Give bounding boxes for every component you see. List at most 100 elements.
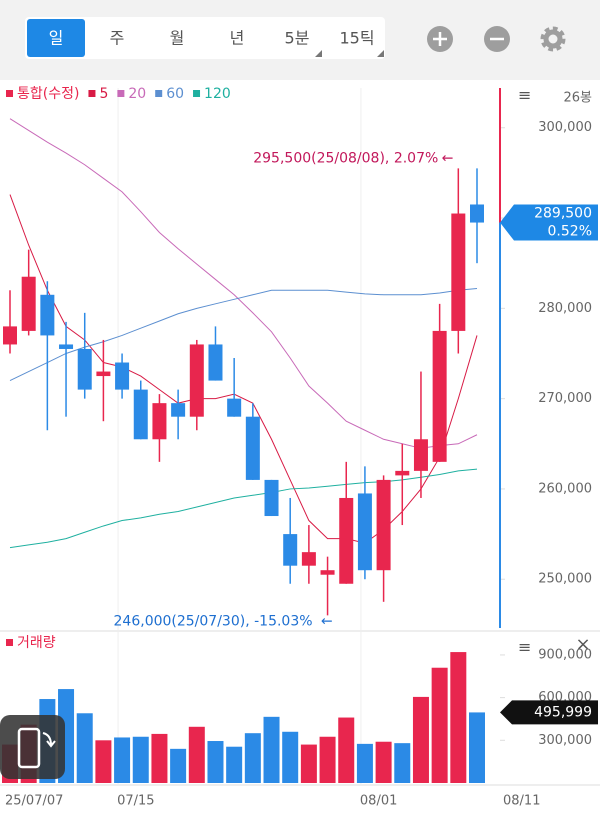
tab[interactable]: 5분 <box>285 29 310 48</box>
volume-bar <box>132 736 149 783</box>
last-change: 0.52% <box>548 224 592 240</box>
close-icon[interactable]: × <box>575 634 590 655</box>
candle-body <box>320 570 335 575</box>
x-tick-label: 25/07/07 <box>5 794 63 809</box>
legend-swatch <box>88 90 96 97</box>
candle-body <box>3 326 17 345</box>
y-tick-label: 300,000 <box>538 120 592 135</box>
legend-swatch <box>117 90 125 97</box>
legend-swatch <box>193 90 201 97</box>
candle-body <box>264 479 279 517</box>
volume-bar <box>338 717 355 783</box>
volume-bar <box>263 716 280 783</box>
tab-corner <box>315 50 384 57</box>
candle-body <box>208 344 223 381</box>
tab[interactable]: 주 <box>110 29 125 48</box>
volume-bar <box>244 733 261 783</box>
volume-bar <box>319 736 336 783</box>
volume-bar <box>375 741 392 783</box>
candle-body <box>189 344 204 417</box>
volume-bar <box>356 743 373 783</box>
legend-label: 20 <box>128 86 146 102</box>
tab[interactable]: 15틱 <box>339 29 374 48</box>
volume-bar <box>151 733 168 783</box>
candle-body <box>152 403 167 440</box>
candle-body <box>171 403 186 417</box>
legend-label: 5 <box>99 86 108 102</box>
tab[interactable]: 년 <box>230 29 245 48</box>
y-tick-label: 260,000 <box>538 481 592 496</box>
tab-group <box>25 17 385 59</box>
volume-bar <box>207 741 224 783</box>
menu-icon[interactable]: ≡ <box>518 86 531 105</box>
last-price-tag <box>500 204 598 241</box>
zoom-in[interactable] <box>427 26 453 52</box>
candle-body <box>395 470 410 476</box>
candle-body <box>301 552 316 566</box>
bar-count: 26봉 <box>563 91 592 106</box>
candle-body <box>40 294 55 336</box>
low-arrow: ← <box>321 613 333 629</box>
volume-bar <box>188 726 205 783</box>
ma-line <box>9 468 478 549</box>
y-tick-label: 900,000 <box>538 647 592 662</box>
volume-bar <box>226 746 243 783</box>
legend-swatch <box>6 90 13 97</box>
volume-title: 거래량 <box>17 635 56 651</box>
candle-body <box>227 398 242 417</box>
high-arrow: ← <box>442 150 454 166</box>
candle-body <box>376 479 391 571</box>
y-tick-label: 250,000 <box>538 572 592 587</box>
tab[interactable]: 일 <box>49 29 64 48</box>
volume-bar <box>170 748 187 783</box>
last-volume-tag <box>500 700 598 725</box>
candle-body <box>339 497 354 584</box>
candle-body <box>283 534 298 566</box>
ma-line <box>9 194 478 544</box>
zoom-out[interactable] <box>484 26 510 52</box>
x-tick-label: 08/11 <box>503 794 540 809</box>
last-price: 289,500 <box>534 206 592 222</box>
candle-body <box>357 493 372 571</box>
volume-bar <box>412 696 429 783</box>
menu-icon[interactable]: ≡ <box>518 638 531 657</box>
candle-body <box>413 439 428 471</box>
volume-bar <box>282 731 299 783</box>
legend-label: 통합(수정) <box>17 86 79 102</box>
chart-layer: 일주월년5분15틱250,000260,000270,000280,000290… <box>2 19 598 809</box>
candle-body <box>59 344 74 349</box>
low-annotation: 246,000(25/07/30), -15.03% <box>114 613 313 629</box>
ma-line <box>9 287 478 382</box>
candle-body <box>245 416 260 480</box>
candle-body <box>96 371 111 377</box>
rotate-button[interactable] <box>0 715 65 779</box>
volume-bar <box>114 737 131 783</box>
candle-body <box>77 348 92 390</box>
volume-bar <box>76 713 93 783</box>
candle-body <box>21 276 36 331</box>
tab[interactable]: 월 <box>170 29 185 48</box>
volume-bar <box>394 743 411 783</box>
ma-line <box>9 118 478 449</box>
y-tick-label: 300,000 <box>538 733 592 748</box>
x-tick-label: 07/15 <box>117 794 154 809</box>
y-tick-label: 270,000 <box>538 391 592 406</box>
volume-bar <box>300 744 317 783</box>
legend-label: 120 <box>204 86 231 102</box>
y-tick-label: 280,000 <box>538 301 592 316</box>
high-annotation: 295,500(25/08/08), 2.07% <box>253 150 438 166</box>
tab-selected <box>27 19 85 57</box>
volume-bar <box>431 667 448 783</box>
volume-bar <box>469 712 485 783</box>
candle-body <box>432 330 447 462</box>
settings[interactable] <box>540 26 566 52</box>
candle-body <box>115 362 130 390</box>
last-volume: 495,999 <box>534 704 592 720</box>
candle-body <box>451 213 466 331</box>
volume-bar <box>95 740 112 783</box>
legend-label: 60 <box>166 86 184 102</box>
x-tick-label: 08/01 <box>360 794 397 809</box>
candle-body <box>133 389 148 440</box>
legend-swatch <box>6 639 13 646</box>
legend-swatch <box>155 90 163 97</box>
